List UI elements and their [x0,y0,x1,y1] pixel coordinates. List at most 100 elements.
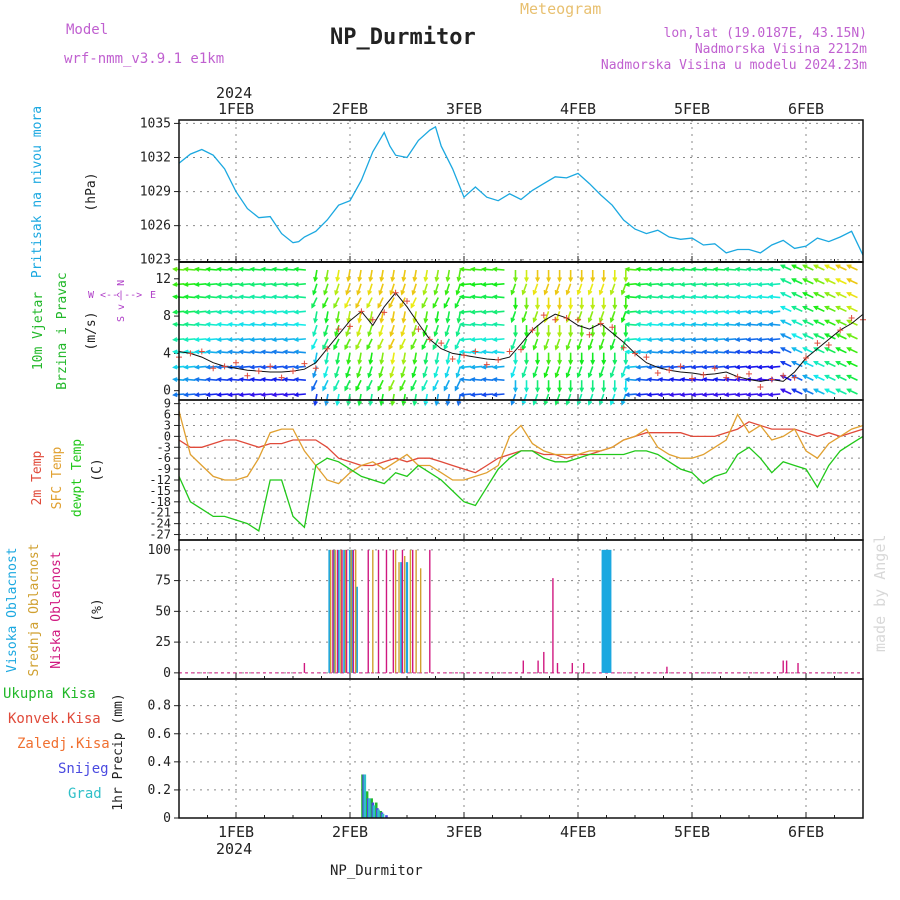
wind-direction-mark [233,359,239,366]
wind-barb [769,393,781,396]
wind-barb [389,366,395,378]
wind-barb-head [612,277,618,283]
wind-barb-head [756,377,763,382]
wind-direction-mark [586,331,593,338]
wind-barb [460,378,472,382]
wind-barb [471,282,483,286]
wind-direction-mark [335,326,342,333]
wind-barb-head [779,264,786,269]
wind-barb-head [802,347,808,352]
wind-barb [261,295,273,299]
wind-barb [669,378,682,382]
wind-barb-head [491,392,498,398]
temp-label-2m: 2m Temp [30,450,45,505]
wind-barb-head [410,303,416,309]
wind-barb [206,310,218,314]
wind-barb [333,338,340,350]
wind-barb-head [249,349,255,355]
wind-barb-head [745,309,752,315]
wind-direction-mark [221,363,228,370]
wind-barb [610,311,616,322]
wind-barb [336,311,340,323]
wind-barb-head [712,392,719,398]
wind-barb-head [271,322,277,327]
wind-barb [621,393,627,405]
wind-direction-mark [654,369,661,376]
wind-barb-head [679,337,686,342]
wind-barb-head [823,347,830,352]
wind-barb-head [835,347,841,352]
wind-barb-head [546,359,552,366]
wind-barb [577,366,583,378]
wind-barb [792,264,803,271]
wind-barb-head [238,392,244,398]
wind-barb [636,282,648,286]
y-tick-label: -6 [157,451,171,465]
wind-barb [736,282,748,286]
wind-barb-head [469,377,476,382]
wind-barb [725,378,737,382]
wind-barb-head [194,377,200,382]
wind-barb [325,269,329,281]
wind-barb [493,378,505,382]
wind-barb [239,282,251,286]
wind-barb-head [524,332,529,338]
y-tick-label: 0 [163,666,171,681]
wind-barb-head [609,345,615,351]
wind-barb [625,295,637,299]
wind-barb-head [366,344,371,351]
wind-barb [272,310,284,314]
wind-barb [836,333,847,340]
wind-barb-head [172,309,178,315]
wind-barb [206,282,218,286]
wind-barb [380,352,384,364]
wind-barb-head [260,282,266,287]
wind-barb-head [745,322,752,327]
panel-frame [178,678,864,819]
wind-barb-head [823,361,830,366]
wind-barb-head [313,400,318,407]
wind-barb [747,338,759,341]
wind-barb [847,347,858,354]
y-tick-label: 1026 [140,219,171,234]
wind-barb [482,310,494,314]
temp-label-sfc: SFC Temp [50,447,65,510]
wind-barb-head [238,309,244,315]
wind-direction-mark [723,374,730,381]
wind-barb-head [183,337,189,342]
wind-barb-head [568,387,574,393]
wind-barb-head [646,337,652,342]
wind-barb [692,282,704,286]
wind-barb [636,268,648,271]
wind-barb-head [366,303,371,309]
wind-barb-head [183,392,189,398]
wind-barb-head [390,359,396,366]
wind-barb [228,323,240,326]
wind-barb [647,282,659,286]
wind-barb [658,310,671,314]
wind-direction-mark [290,368,296,375]
wind-barb [636,295,648,299]
wind-barb-head [668,282,674,287]
wind-barb-head [172,266,178,272]
wind-barb-head [565,290,571,296]
wind-barb-head [238,364,244,370]
wind-barb [412,324,417,336]
wind-barb-head [335,276,341,283]
precip-bar [377,809,380,818]
wind-barb-head [723,322,730,327]
wind-barb [184,365,196,369]
wind-barb [184,323,196,326]
wind-barb [825,278,836,285]
wind-barb [533,283,539,295]
wind-barb [217,338,229,341]
wind-barb-head [357,276,363,283]
wind-barb [471,310,483,314]
wind-barb [780,347,792,354]
wind-barb-head [690,282,697,287]
y-tick-label: 100 [148,543,171,558]
wind-direction-mark [746,370,752,377]
wind-barb-head [712,294,719,300]
wind-barb [658,365,671,369]
wind-barb-head [411,331,417,338]
